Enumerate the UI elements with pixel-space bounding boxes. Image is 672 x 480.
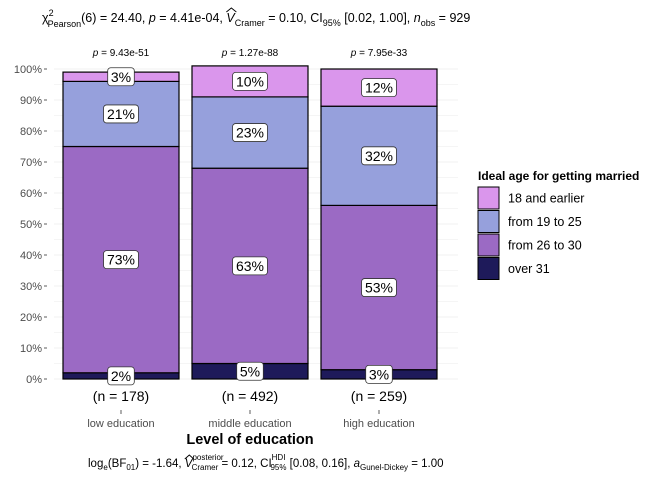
data-label-box [361,278,397,297]
data-label-box [236,361,264,381]
bar-pvalue: p = 1.27e-88 [221,48,279,59]
legend-title: Ideal age for getting married [478,169,639,183]
data-label-box [361,78,397,97]
legend-key [477,257,500,280]
data-label-box [365,364,393,384]
data-label-box [103,104,139,124]
legend-label: 18 and earlier [508,192,584,206]
data-label: 5% [240,363,260,379]
legend-key [477,210,500,233]
data-label: 21% [107,106,135,122]
bar-count: (n = 259) [351,388,407,404]
chart-title: χ2 Pearson(6) = 24.40, p = 4.41e-04, VCra… [42,7,470,29]
x-axis: low education middle education high educat… [87,410,415,430]
data-label-box [103,250,139,270]
data-label-box [232,123,268,142]
y-tick-label: 50% [20,219,42,231]
x-tick-label: low education [87,418,154,430]
y-axis: 0% 10% 20% 30% 40% 50% 60% 70% 80% 90% 100% [14,64,47,386]
data-label: 10% [236,73,264,89]
bar-pvalues: p = 9.43e-51 p = 1.27e-88 p = 7.95e-33 [92,48,408,59]
x-tick-label: middle education [208,418,291,430]
data-label: 23% [236,125,264,141]
y-tick-label: 90% [20,95,42,107]
y-tick-label: 80% [20,126,42,138]
legend-key [477,233,500,257]
data-label-box [107,366,135,386]
legend-label: over 31 [508,262,550,276]
bar-pvalue: p = 9.43e-51 [92,48,150,59]
data-label: 3% [369,366,389,382]
y-tick-label: 30% [20,281,42,293]
y-tick-label: 70% [20,157,42,169]
caption-text: loge(BF01) = -1.64, Vposterior Cramer = 0… [88,453,444,472]
data-label: 2% [111,368,131,384]
bars: 2% 73% 21% 3% 5% 63% 23% 10% 3% 53% 32% 12% [62,65,438,386]
legend: Ideal age for getting married 18 and earl… [477,169,639,280]
y-tick-label: 40% [20,250,42,262]
data-label: 73% [107,252,135,268]
data-label: 63% [236,258,264,274]
bar-counts: (n = 178) (n = 492) (n = 259) [93,388,407,404]
y-tick-label: 60% [20,188,42,200]
hat-mark [184,454,195,460]
y-tick-label: 0% [26,374,42,386]
x-axis-title: Level of education [186,432,313,448]
x-tick-label: high education [343,418,415,430]
y-tick-label: 100% [14,64,42,76]
y-tick-label: 20% [20,312,42,324]
data-label: 12% [365,80,393,96]
title-text: χ2 Pearson(6) = 24.40, p = 4.41e-04, VCra… [42,8,470,29]
data-label: 3% [111,69,131,85]
bar-count: (n = 178) [93,388,149,404]
hat-mark [226,7,237,13]
data-label-box [232,72,268,91]
data-label-box [107,67,135,87]
bar-pvalue: p = 7.95e-33 [350,48,408,59]
data-label: 32% [365,148,393,164]
bar-count: (n = 492) [222,388,278,404]
legend-label: from 26 to 30 [508,239,582,253]
chart-caption: loge(BF01) = -1.64, Vposterior Cramer = 0… [88,453,444,472]
data-label-box [232,256,268,276]
data-label: 53% [365,280,393,296]
data-label-box [361,146,397,166]
legend-label: from 19 to 25 [508,215,582,229]
legend-key [477,186,500,210]
y-tick-label: 10% [20,343,42,355]
